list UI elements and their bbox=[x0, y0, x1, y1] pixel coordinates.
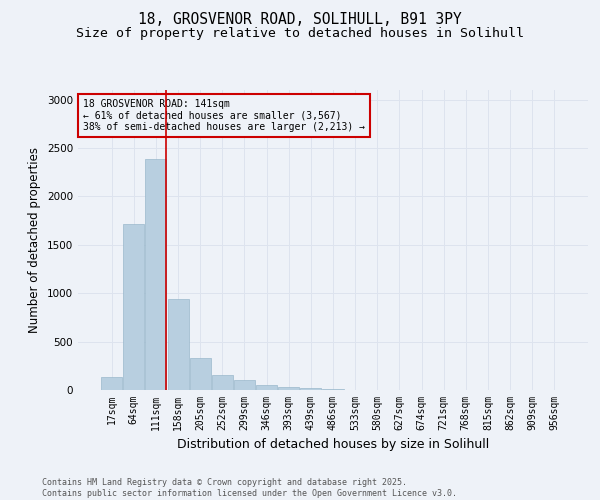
X-axis label: Distribution of detached houses by size in Solihull: Distribution of detached houses by size … bbox=[177, 438, 489, 452]
Text: 18 GROSVENOR ROAD: 141sqm
← 61% of detached houses are smaller (3,567)
38% of se: 18 GROSVENOR ROAD: 141sqm ← 61% of detac… bbox=[83, 99, 365, 132]
Bar bbox=[278, 387, 299, 390]
Bar bbox=[234, 380, 255, 390]
Bar bbox=[322, 389, 344, 390]
Text: 18, GROSVENOR ROAD, SOLIHULL, B91 3PY: 18, GROSVENOR ROAD, SOLIHULL, B91 3PY bbox=[138, 12, 462, 28]
Bar bbox=[167, 299, 188, 390]
Bar bbox=[190, 358, 211, 390]
Bar bbox=[301, 388, 322, 390]
Bar bbox=[212, 375, 233, 390]
Bar bbox=[145, 158, 166, 390]
Bar bbox=[256, 384, 277, 390]
Bar bbox=[124, 224, 145, 390]
Text: Size of property relative to detached houses in Solihull: Size of property relative to detached ho… bbox=[76, 28, 524, 40]
Bar bbox=[101, 378, 122, 390]
Y-axis label: Number of detached properties: Number of detached properties bbox=[28, 147, 41, 333]
Text: Contains HM Land Registry data © Crown copyright and database right 2025.
Contai: Contains HM Land Registry data © Crown c… bbox=[42, 478, 457, 498]
